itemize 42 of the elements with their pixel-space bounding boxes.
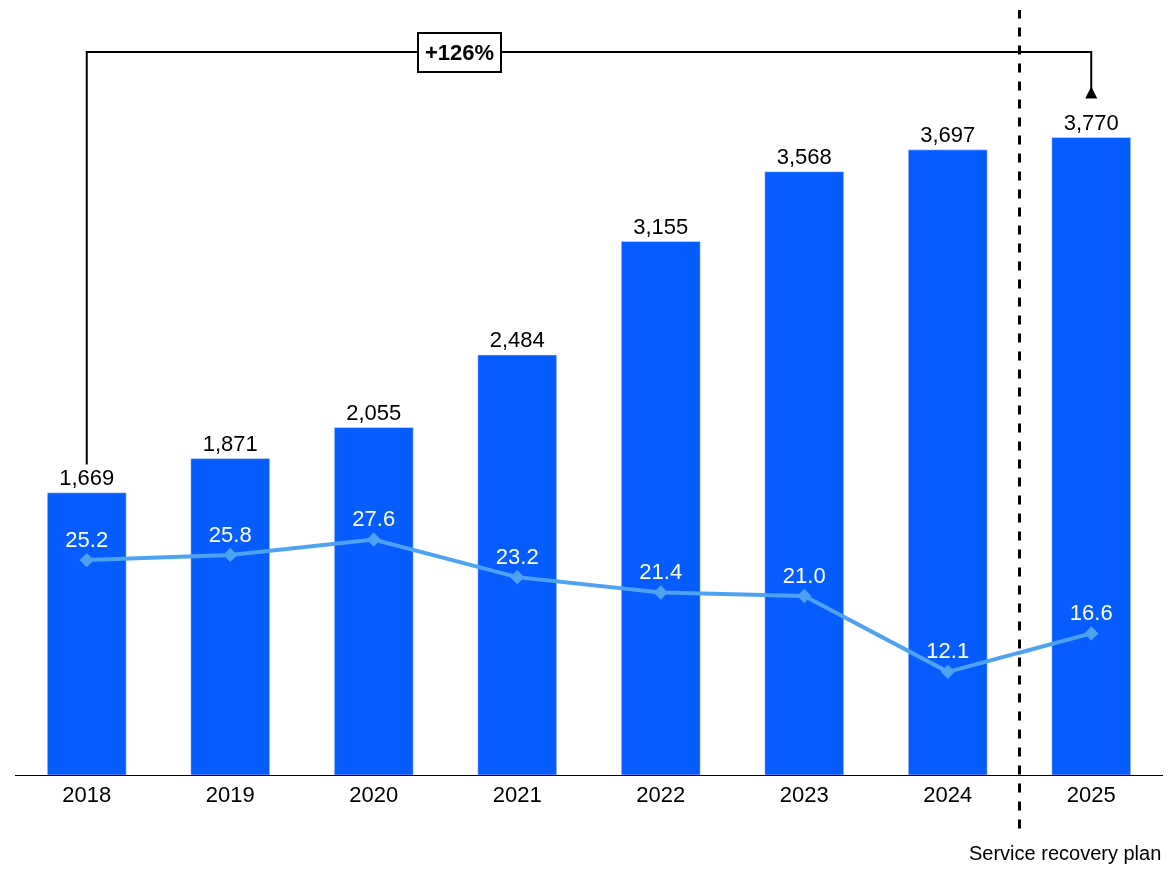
x-tick-label: 2021 (492, 782, 542, 808)
point (1084, 626, 1099, 641)
data-label: 3,770 (1063, 109, 1119, 135)
x-tick-label: 2025 (1066, 782, 1116, 808)
bar (477, 354, 557, 775)
x-tick-label: 2018 (62, 782, 112, 808)
text: Service recovery plan (969, 842, 1162, 864)
point (510, 569, 525, 585)
data-label: 1,871 (202, 430, 258, 456)
bar (1051, 137, 1131, 775)
data-label: 16.6 (1069, 600, 1113, 626)
x-tick-label: 2024 (923, 782, 973, 808)
bar (47, 492, 127, 775)
data-label: 21.4 (639, 559, 683, 585)
x-tick-label: 2023 (779, 782, 829, 808)
x-tick-label: 2022 (636, 782, 686, 808)
x-tick-label: 2020 (349, 782, 399, 808)
data-label: 23.2 (495, 543, 539, 569)
point (653, 585, 668, 600)
point (79, 552, 94, 568)
bar (908, 149, 988, 775)
data-label: 3,155 (633, 213, 689, 239)
data-label: 27.6 (352, 506, 396, 532)
data-label: 3,568 (776, 143, 832, 169)
point (940, 664, 955, 679)
bar (334, 427, 414, 775)
bar (621, 241, 701, 775)
point (797, 588, 812, 604)
point (366, 532, 381, 547)
data-label: 3,697 (920, 121, 976, 147)
data-label: 12.1 (926, 638, 970, 664)
data-label: 1,669 (59, 464, 115, 490)
data-label: 25.8 (208, 521, 252, 547)
bar (764, 171, 844, 775)
data-label: 2,484 (489, 326, 545, 352)
point (223, 547, 238, 563)
x-tick-label: 2019 (205, 782, 255, 808)
bar (190, 458, 270, 775)
data-label: 2,055 (346, 399, 402, 425)
data-label: 21.0 (782, 562, 826, 588)
text: +126% (425, 40, 495, 65)
data-label: 25.2 (65, 526, 109, 552)
